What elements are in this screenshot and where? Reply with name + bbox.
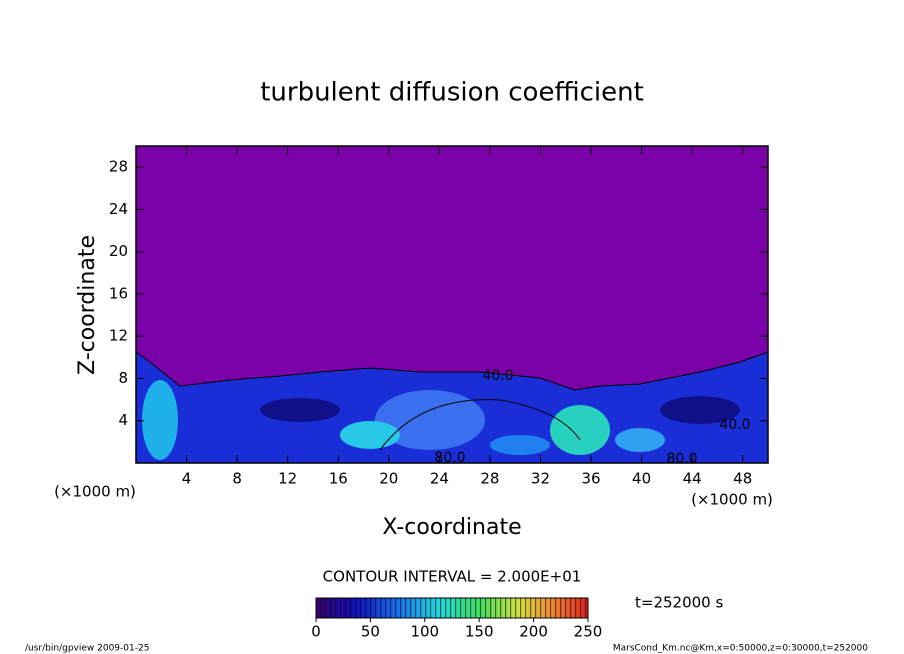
colorbar-tick-label: 0 <box>311 623 321 641</box>
x-tick-label: 12 <box>278 470 297 488</box>
x-unit: (×1000 m) <box>691 491 773 509</box>
contour-label: 40.0 <box>482 368 513 384</box>
footer-right: MarsCond_Km.nc@Km,x=0:50000,z=0:30000,t=… <box>613 644 868 654</box>
x-tick-label: 36 <box>581 470 600 488</box>
x-tick-label: 24 <box>430 470 449 488</box>
colorbar-tick-label: 250 <box>574 623 603 641</box>
colorbar-tick-label: 100 <box>410 623 439 641</box>
y-axis-label: Z-coordinate <box>75 235 100 375</box>
contour-label: 80.0 <box>434 450 465 466</box>
contour-label: 40.0 <box>719 417 750 433</box>
colorbar-tick-label: 150 <box>465 623 494 641</box>
colorbar-tick-label: 50 <box>361 623 380 641</box>
footer-left: /usr/bin/gpview 2009-01-25 <box>25 644 149 654</box>
x-tick-label: 48 <box>733 470 752 488</box>
x-tick-label: 32 <box>531 470 550 488</box>
x-tick-label: 40 <box>632 470 651 488</box>
colorbar-tick-label: 200 <box>519 623 548 641</box>
y-tick-label: 28 <box>109 158 128 176</box>
colorbar-stripes <box>316 598 588 618</box>
chart-title: turbulent diffusion coefficient <box>260 78 644 108</box>
y-tick-label: 16 <box>109 284 128 302</box>
x-tick-label: 16 <box>329 470 348 488</box>
x-axis-label: X-coordinate <box>382 515 521 540</box>
contour-interval: CONTOUR INTERVAL = 2.000E+01 <box>323 568 582 586</box>
y-tick-label: 24 <box>109 200 128 218</box>
x-tick-label: 20 <box>379 470 398 488</box>
colorbar-frame <box>315 597 589 619</box>
time-label: t=252000 s <box>635 594 723 612</box>
y-tick-label: 20 <box>109 242 128 260</box>
y-tick-label: 4 <box>118 411 128 429</box>
plot-frame <box>135 145 769 464</box>
y-tick-label: 8 <box>118 369 128 387</box>
contour-field <box>136 146 768 463</box>
x-tick-label: 44 <box>683 470 702 488</box>
y-unit: (×1000 m) <box>54 483 136 501</box>
x-tick-label: 4 <box>182 470 192 488</box>
y-tick-label: 12 <box>109 327 128 345</box>
x-tick-label: 28 <box>480 470 499 488</box>
contour-label: 80.0 <box>666 451 697 467</box>
x-tick-label: 8 <box>232 470 242 488</box>
